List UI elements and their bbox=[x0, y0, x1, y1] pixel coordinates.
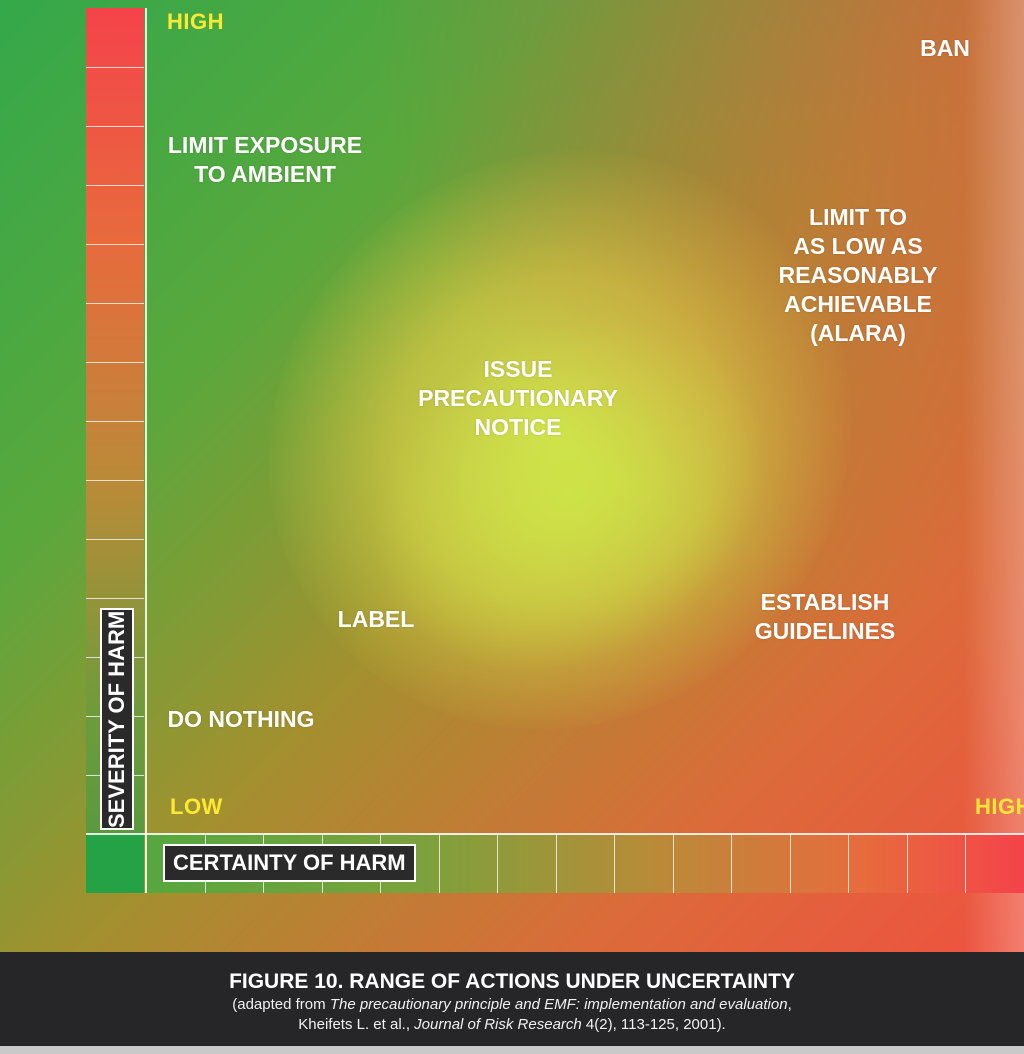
region-limit-exposure: LIMIT EXPOSURE TO AMBIENT bbox=[167, 132, 363, 187]
certainty-scale-tick bbox=[497, 834, 498, 893]
caption-source-pre: (adapted from bbox=[232, 996, 330, 1013]
page-edge-highlight bbox=[964, 0, 1024, 952]
axis-origin-cell bbox=[86, 834, 144, 893]
y-axis-line bbox=[145, 8, 147, 893]
severity-scale-tick bbox=[86, 480, 144, 481]
certainty-scale-tick bbox=[790, 834, 791, 893]
severity-scale-tick bbox=[86, 185, 144, 186]
certainty-axis-title: CERTAINTY OF HARM bbox=[163, 844, 416, 882]
caption-source-journal: Journal of Risk Research bbox=[414, 1016, 582, 1033]
range-of-actions-diagram: HIGH LOW HIGH SEVERITY OF HARM CERTAINTY… bbox=[0, 0, 1024, 952]
severity-axis-title: SEVERITY OF HARM bbox=[100, 608, 134, 830]
caption-title: FIGURE 10. RANGE OF ACTIONS UNDER UNCERT… bbox=[229, 970, 795, 993]
region-establish-guidelines: ESTABLISH GUIDELINES bbox=[754, 589, 896, 644]
severity-scale-tick bbox=[86, 67, 144, 68]
caption-source-title: The precautionary principle and EMF: imp… bbox=[329, 996, 788, 1013]
region-ban: BAN bbox=[920, 35, 970, 61]
region-alara: LIMIT TO AS LOW AS REASONABLY ACHIEVABLE… bbox=[778, 204, 938, 346]
certainty-scale-tick bbox=[439, 834, 440, 893]
severity-scale-tick bbox=[86, 303, 144, 304]
x-axis-line bbox=[86, 833, 1024, 835]
certainty-scale-tick bbox=[673, 834, 674, 893]
certainty-scale-tick bbox=[731, 834, 732, 893]
certainty-scale-tick bbox=[614, 834, 615, 893]
certainty-high-label: HIGH bbox=[975, 794, 1024, 819]
severity-scale-tick bbox=[86, 598, 144, 599]
severity-scale-tick bbox=[86, 362, 144, 363]
certainty-scale-tick bbox=[556, 834, 557, 893]
high-risk-wash bbox=[0, 0, 1024, 952]
certainty-scale-tick bbox=[907, 834, 908, 893]
region-precautionary-notice: ISSUE PRECAUTIONARY NOTICE bbox=[418, 356, 618, 440]
severity-low-label: LOW bbox=[170, 794, 223, 819]
severity-scale-tick bbox=[86, 244, 144, 245]
certainty-scale-tick bbox=[965, 834, 966, 893]
figure-caption: FIGURE 10. RANGE OF ACTIONS UNDER UNCERT… bbox=[0, 952, 1024, 1046]
severity-high-label: HIGH bbox=[167, 9, 224, 34]
caption-source-authors: Kheifets L. et al., bbox=[298, 1016, 415, 1033]
caption-source: (adapted from The precautionary principl… bbox=[0, 995, 1024, 1035]
severity-scale-tick bbox=[86, 126, 144, 127]
region-do-nothing: DO NOTHING bbox=[167, 706, 315, 732]
certainty-scale-tick bbox=[848, 834, 849, 893]
caption-source-mid: , bbox=[787, 996, 792, 1013]
region-label: LABEL bbox=[337, 606, 415, 632]
severity-scale-tick bbox=[86, 421, 144, 422]
severity-scale-tick bbox=[86, 539, 144, 540]
caption-source-post: 4(2), 113-125, 2001). bbox=[581, 1016, 726, 1033]
